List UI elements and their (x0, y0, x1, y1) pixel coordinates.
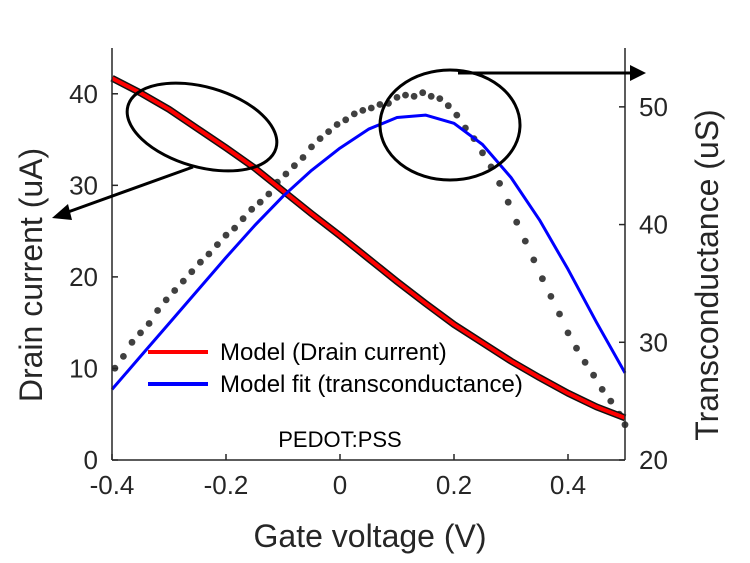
data-point (547, 293, 555, 300)
y-left-tick-label: 30 (69, 170, 98, 200)
material-annotation: PEDOT:PSS (278, 427, 401, 452)
data-point (145, 320, 153, 327)
data-point (521, 237, 529, 245)
x-axis-title: Gate voltage (V) (254, 518, 487, 554)
data-point (367, 104, 375, 112)
data-point (162, 296, 170, 304)
data-point (556, 310, 563, 318)
data-point (402, 91, 409, 99)
annotations (52, 65, 646, 220)
data-point (419, 89, 427, 97)
data-point (410, 92, 418, 100)
data-point (256, 198, 264, 206)
data-point (316, 135, 324, 143)
right-arrow-head (630, 65, 646, 81)
data-point (137, 329, 144, 337)
data-point (214, 241, 221, 249)
y-left-tick-label: 10 (69, 353, 98, 383)
y-axis-right-title: Transconductance (uS) (689, 109, 725, 440)
data-point (444, 102, 452, 110)
x-tick-label: 0.4 (550, 470, 586, 500)
data-point (248, 205, 256, 213)
data-point (120, 353, 127, 360)
data-point (573, 344, 580, 352)
data-point (496, 180, 503, 187)
right-ellipse-annotation (378, 68, 522, 182)
data-point (299, 154, 307, 161)
data-point (581, 358, 589, 366)
data-point (504, 198, 512, 206)
y-axis-left-title: Drain current (uA) (13, 148, 49, 402)
data-point (188, 268, 196, 276)
legend-label-drain-current: Model (Drain current) (220, 339, 447, 366)
drain-current-curve (111, 76, 626, 420)
data-point (179, 277, 187, 285)
plot-area (110, 75, 629, 429)
data-point (513, 218, 521, 226)
data-point (222, 231, 230, 239)
data-point (376, 101, 384, 108)
data-point (205, 250, 213, 258)
left-arrow-line (67, 165, 194, 214)
data-point (590, 371, 597, 379)
y-right-tick-label: 50 (639, 92, 668, 122)
data-point (333, 121, 341, 128)
x-tick-label: 0.2 (436, 470, 472, 500)
data-point (607, 397, 615, 405)
data-point (239, 215, 247, 223)
data-point (265, 190, 273, 198)
x-tick-label: 0 (333, 470, 347, 500)
data-point (479, 149, 486, 157)
y-right-tick-label: 30 (639, 327, 668, 357)
y-left-tick-label: 20 (69, 262, 98, 292)
data-point (197, 258, 204, 266)
legend: Model (Drain current) Model fit (transco… (148, 339, 523, 398)
transconductance-curve (110, 113, 627, 391)
data-point (427, 92, 435, 100)
y-left-tick-label: 40 (69, 79, 98, 109)
x-tick-label: -0.4 (90, 470, 135, 500)
left-ellipse-annotation (125, 81, 279, 173)
data-point (308, 143, 315, 151)
y-left-tick-label: 0 (84, 445, 98, 475)
data-point (539, 275, 546, 283)
data-point (359, 107, 367, 114)
legend-label-transconductance: Model fit (transconductance) (220, 371, 523, 398)
data-point (128, 338, 136, 346)
data-point (598, 386, 606, 393)
data-point (342, 116, 350, 124)
data-point (231, 224, 239, 232)
data-point (436, 95, 444, 102)
x-tick-label: -0.2 (204, 470, 249, 500)
data-point (564, 329, 572, 337)
data-point (154, 307, 162, 314)
left-arrow-head (52, 204, 72, 220)
data-point (350, 110, 358, 118)
y-right-tick-label: 20 (639, 445, 668, 475)
data-point (453, 111, 461, 119)
data-point (393, 94, 401, 101)
y-right-tick-label: 40 (639, 210, 668, 240)
axes: -0.4 -0.2 0 0.2 0.4 0 10 20 30 40 20 30 40 50 (69, 48, 668, 500)
data-point (291, 162, 298, 170)
data-point (171, 287, 179, 294)
data-point (325, 128, 332, 136)
data-point (530, 256, 538, 264)
data-point (282, 170, 290, 178)
